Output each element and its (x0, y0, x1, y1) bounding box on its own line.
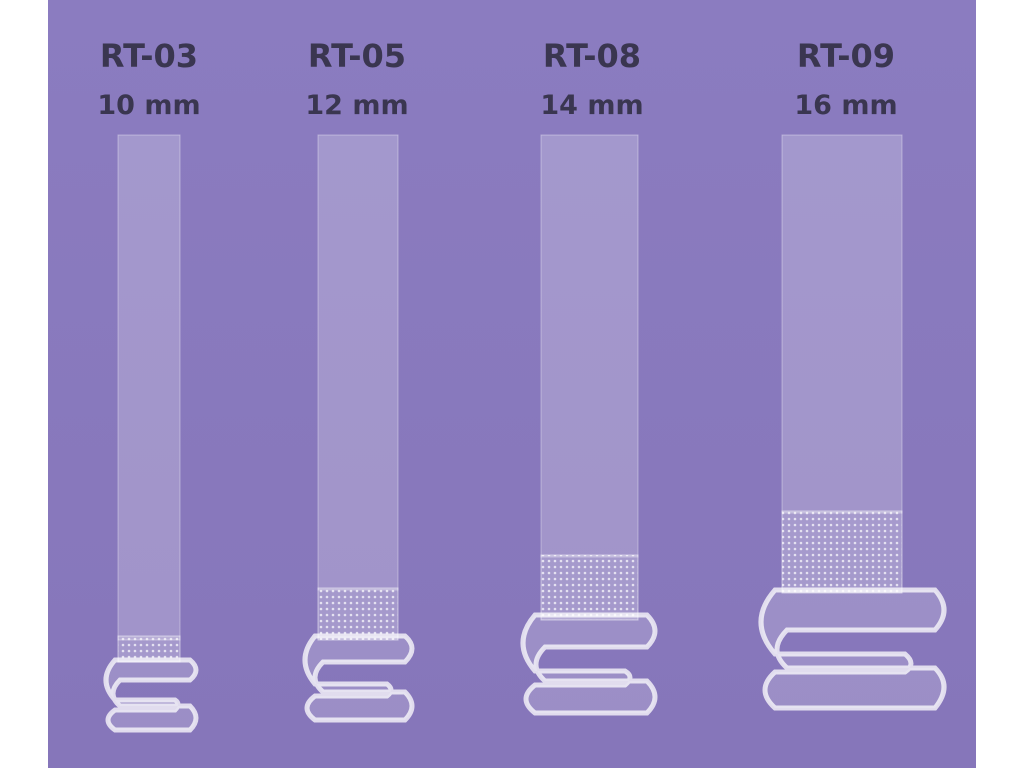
strap-item: RT-08 14 mm (520, 37, 658, 716)
strap-item: RT-03 10 mm (97, 37, 201, 733)
product-code: RT-08 (543, 37, 641, 75)
strap-item: RT-09 16 mm (758, 37, 947, 711)
hook (520, 612, 658, 716)
product-width: 16 mm (794, 90, 897, 121)
product-code: RT-05 (308, 37, 406, 75)
strap-mesh (540, 554, 639, 621)
strap-mesh (317, 587, 399, 641)
hook (758, 587, 947, 711)
background-panel (48, 0, 976, 768)
strap (317, 134, 399, 591)
strap-mesh (781, 510, 903, 594)
strap (117, 134, 181, 641)
strap (540, 134, 639, 558)
strap-item: RT-05 12 mm (302, 37, 415, 723)
hook (103, 657, 199, 733)
product-width: 12 mm (305, 90, 408, 121)
strap (781, 134, 903, 514)
product-width: 10 mm (97, 90, 200, 121)
hook (302, 633, 415, 723)
product-code: RT-09 (797, 37, 895, 75)
product-code: RT-03 (100, 37, 198, 75)
product-width: 14 mm (540, 90, 643, 121)
